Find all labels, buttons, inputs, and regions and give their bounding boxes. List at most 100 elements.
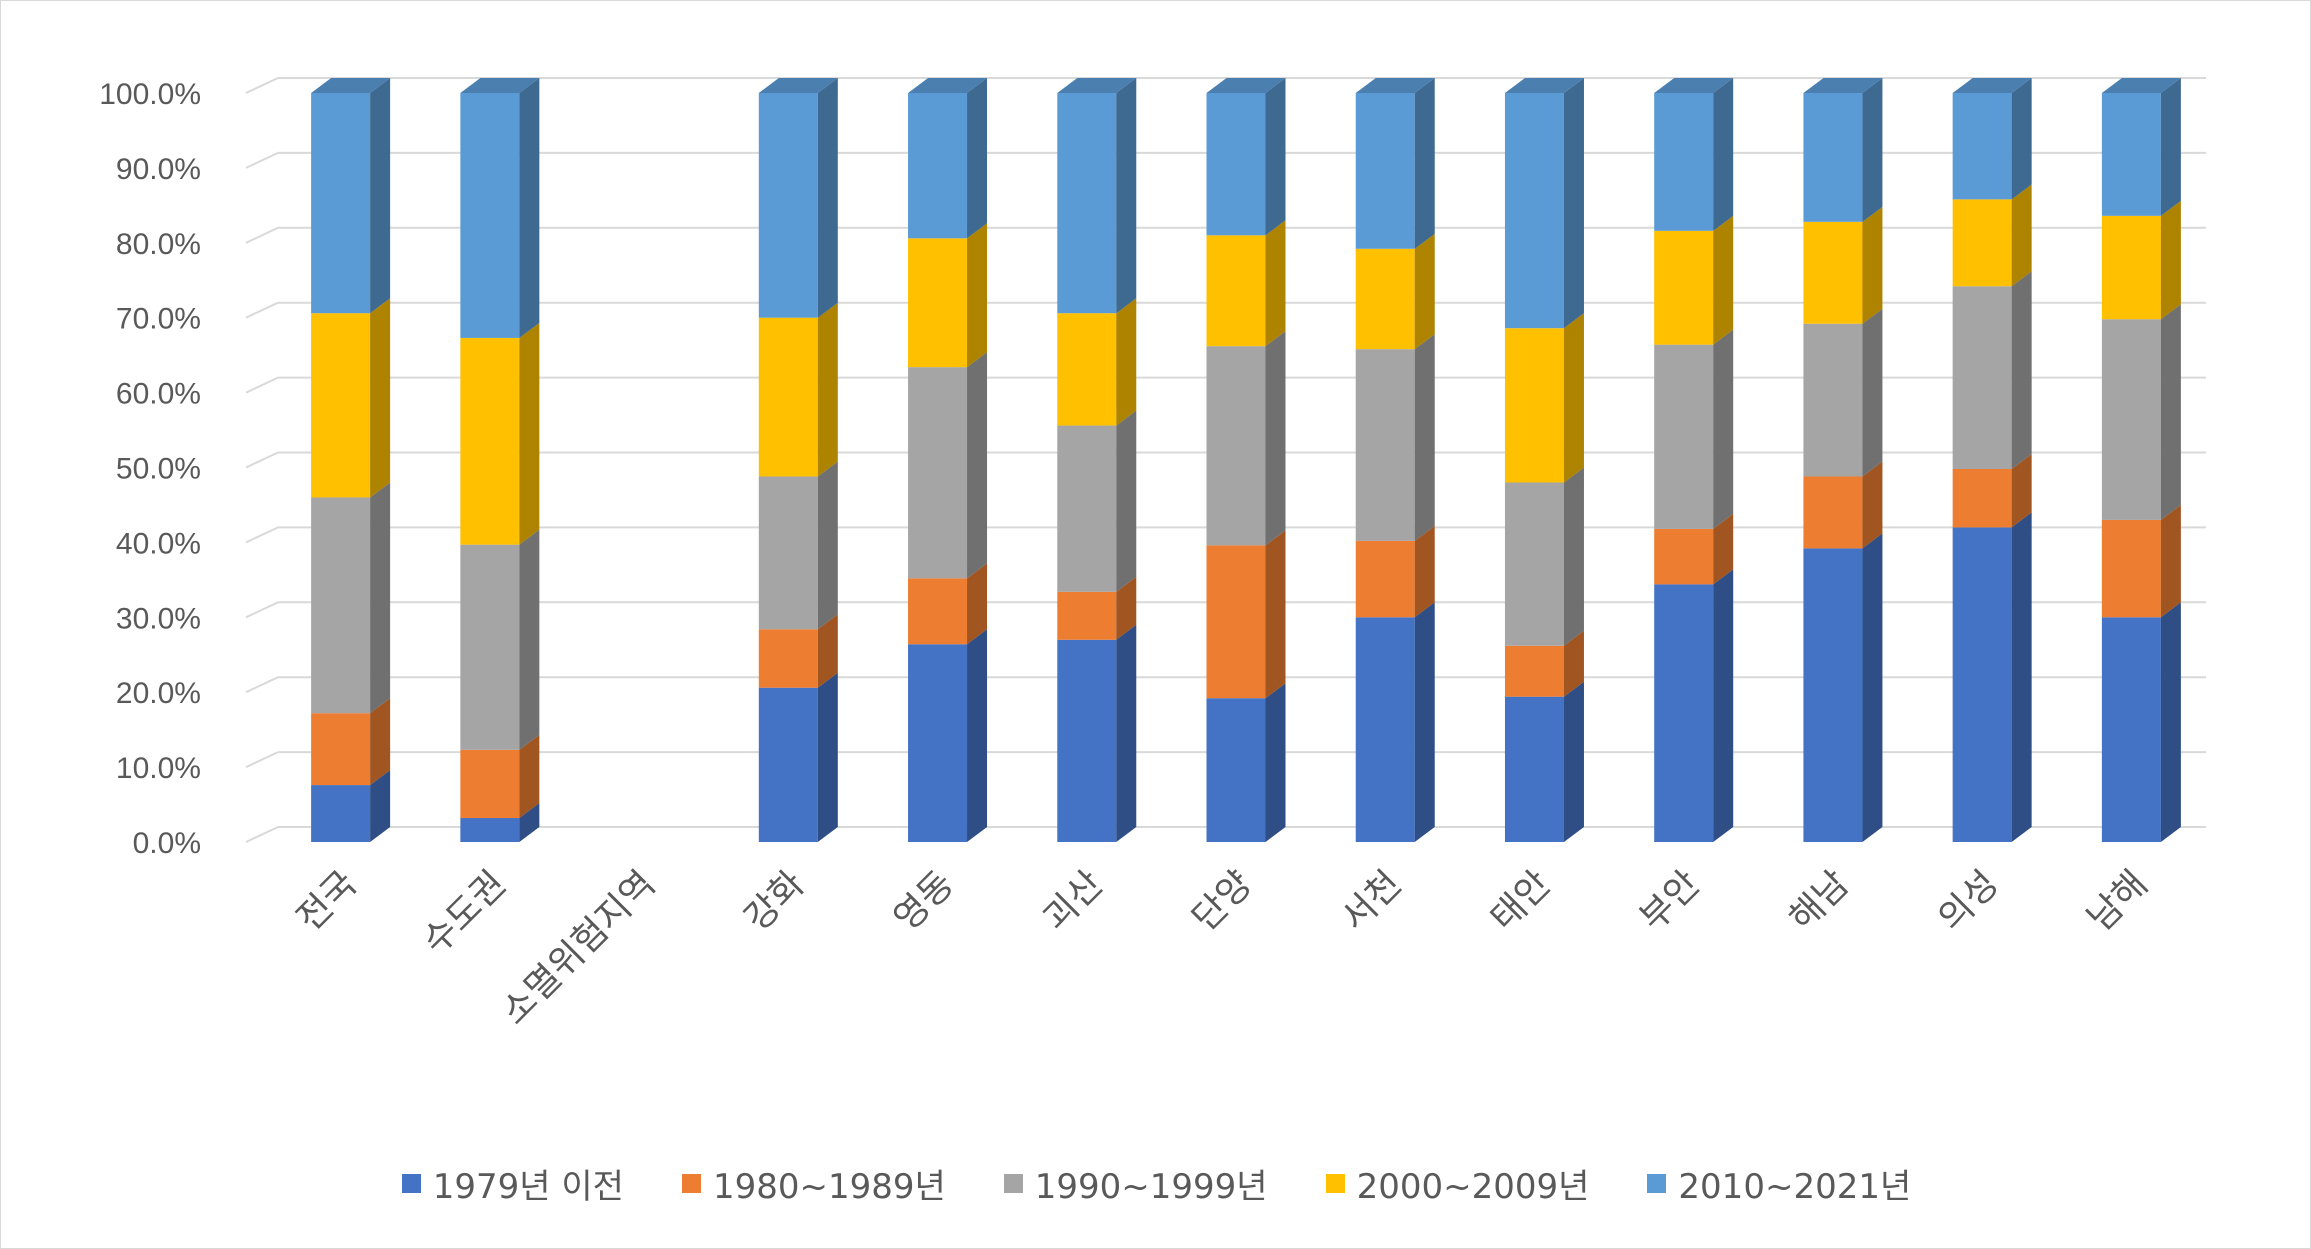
bar-segment xyxy=(1803,476,1863,549)
bar-segment xyxy=(908,578,968,645)
legend-label: 2000~2009년 xyxy=(1356,1166,1590,1207)
bar-top xyxy=(1504,78,1584,93)
bar-top xyxy=(908,78,988,93)
legend-item: 1980~1989년 xyxy=(681,1159,946,1208)
bar-segment-side xyxy=(817,302,838,477)
bar-segment-side xyxy=(519,529,540,750)
y-tick-label: 60.0% xyxy=(116,378,201,411)
legend-label: 2010~2021년 xyxy=(1678,1166,1912,1207)
bar-segment-side xyxy=(967,352,988,579)
bar-segment-side xyxy=(1862,78,1883,222)
bar-segment-side xyxy=(1116,298,1137,426)
bar-top xyxy=(758,78,838,93)
bar-segment xyxy=(460,544,520,750)
bar-segment-side xyxy=(2011,271,2032,469)
bar-segment xyxy=(1803,221,1863,324)
legend-label: 1980~1989년 xyxy=(712,1166,946,1207)
bar-segment-side xyxy=(1713,329,1734,529)
category-label: 서천 xyxy=(1334,863,1410,939)
bar-segment xyxy=(1803,93,1863,222)
bar-segment xyxy=(2101,215,2161,320)
bar-segment xyxy=(2101,93,2161,216)
category-label: 수도권 xyxy=(415,863,514,962)
category-label: 단양 xyxy=(1185,863,1261,939)
bar-segment-side xyxy=(1713,569,1734,842)
bar-segment-side xyxy=(1563,313,1584,483)
bar-segment-side xyxy=(1563,467,1584,646)
bar-segment xyxy=(1803,323,1863,477)
bar-segment-side xyxy=(2160,504,2181,618)
bar-segment xyxy=(1504,482,1564,646)
y-tick-label: 70.0% xyxy=(116,303,201,336)
stacked-bar-chart: 0.0% 10.0% 20.0% 30.0% 40.0% 50.0% 60.0% 70.0% 8… xyxy=(99,77,2206,1033)
bar-segment xyxy=(1952,199,2012,287)
category-label: 의성 xyxy=(1931,863,2007,939)
bar-segment-side xyxy=(370,482,391,714)
bar-segment-side xyxy=(2011,512,2032,842)
bar-segment-side xyxy=(1563,78,1584,329)
y-axis-ticks: 0.0% 10.0% 20.0% 30.0% 40.0% 50.0% 60.0% 70.0% 8… xyxy=(99,78,201,860)
bar-segment-side xyxy=(817,461,838,630)
y-tick-label: 40.0% xyxy=(116,527,201,560)
bar-segment-side xyxy=(519,734,540,819)
bar-top xyxy=(1654,78,1734,93)
bar-top xyxy=(2101,78,2181,93)
bar-segment-side xyxy=(370,78,391,314)
bar-segment-side xyxy=(817,614,838,688)
bar-segment-side xyxy=(1414,525,1435,618)
bar-segment-side xyxy=(1563,630,1584,697)
bar-top xyxy=(460,78,540,93)
legend-item: 1990~1999년 xyxy=(1003,1159,1268,1208)
y-tick-label: 80.0% xyxy=(116,228,201,261)
bar-segment xyxy=(1355,617,1415,842)
legend-item: 2010~2021년 xyxy=(1647,1159,1911,1208)
gridline-depth xyxy=(245,451,279,469)
y-tick-label: 50.0% xyxy=(116,453,201,486)
bars xyxy=(311,78,2181,842)
bar-segment xyxy=(1952,468,2012,528)
bar-segment xyxy=(1654,93,1714,231)
bar-top xyxy=(1803,78,1883,93)
bar-segment xyxy=(758,629,818,688)
bar-segment-side xyxy=(1713,215,1734,345)
bar-segment xyxy=(908,367,968,579)
gridline-depth xyxy=(245,751,279,769)
bar-segment xyxy=(311,785,371,842)
bar-segment xyxy=(460,749,520,819)
gridline-depth xyxy=(245,301,279,319)
bar-segment xyxy=(1057,425,1117,592)
bar-segment-side xyxy=(2011,78,2032,200)
bar-segment xyxy=(1057,639,1117,842)
legend-item: 2000~2009년 xyxy=(1325,1159,1590,1208)
legend-swatch-1980s xyxy=(681,1173,701,1193)
bar-segment xyxy=(460,93,520,338)
bar-segment xyxy=(1654,528,1714,585)
legend-label: 1990~1999년 xyxy=(1034,1166,1268,1207)
bar-segment xyxy=(1952,286,2012,469)
category-label: 남해 xyxy=(2080,863,2156,939)
y-tick-label: 20.0% xyxy=(116,677,201,710)
bar-segment-side xyxy=(1265,220,1286,347)
category-label: 소멸위험지역 xyxy=(494,863,664,1033)
bar-segment xyxy=(1206,545,1266,699)
bar-segment-side xyxy=(1414,78,1435,249)
bar-top xyxy=(1952,78,2032,93)
bar-segment xyxy=(1654,230,1714,345)
bar-segment-side xyxy=(1713,513,1734,585)
bar-segment-side xyxy=(1265,331,1286,546)
bar-segment-side xyxy=(817,672,838,842)
bar-segment-side xyxy=(1862,206,1883,324)
gridline-depth xyxy=(245,77,279,94)
category-label: 해남 xyxy=(1781,863,1857,939)
bar-segment-side xyxy=(1116,410,1137,592)
gridline-depth xyxy=(245,151,279,169)
bar-segment xyxy=(1654,584,1714,842)
legend-swatch-2010s xyxy=(1647,1173,1667,1193)
bar-segment xyxy=(1206,235,1266,347)
bar-segment-side xyxy=(2160,200,2181,320)
bar-segment-side xyxy=(2011,453,2032,528)
bar-segment-side xyxy=(1862,308,1883,477)
bar-segment xyxy=(1355,349,1415,541)
bar-segment xyxy=(1057,313,1117,426)
